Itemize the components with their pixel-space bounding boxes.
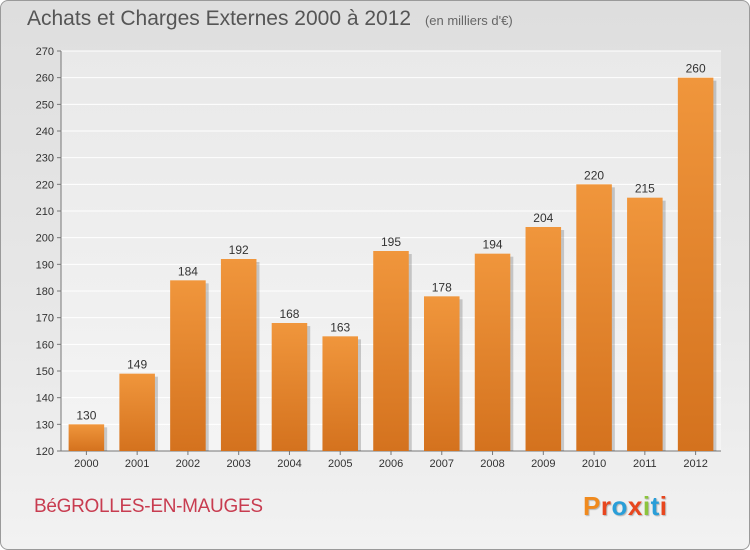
x-tick-label: 2001 — [125, 458, 149, 470]
chart-title: Achats et Charges Externes 2000 à 2012 — [27, 7, 412, 30]
value-label: 178 — [432, 280, 452, 294]
value-label: 168 — [279, 307, 299, 321]
y-tick-label: 220 — [36, 179, 54, 191]
y-tick-label: 160 — [36, 339, 54, 351]
x-tick-label: 2005 — [328, 458, 352, 470]
logo-letter: x — [627, 491, 643, 521]
bar — [322, 336, 358, 451]
x-tick-label: 2008 — [480, 458, 504, 470]
bar — [576, 184, 612, 452]
x-tick-label: 2009 — [531, 458, 555, 470]
y-tick-label: 270 — [36, 46, 54, 58]
logo-letter: o — [611, 491, 628, 521]
bar — [474, 253, 511, 451]
y-tick-label: 200 — [36, 233, 54, 245]
bar — [677, 77, 714, 452]
bar — [271, 323, 308, 451]
y-tick-label: 180 — [36, 286, 54, 298]
x-tick-label: 2011 — [633, 458, 657, 470]
value-label: 130 — [76, 408, 96, 422]
x-tick-label: 2004 — [277, 458, 301, 470]
y-tick-label: 250 — [36, 99, 54, 111]
value-label: 163 — [330, 320, 350, 334]
y-tick-label: 130 — [36, 419, 54, 431]
value-label: 192 — [229, 243, 249, 257]
x-tick-label: 2003 — [226, 458, 250, 470]
y-tick-label: 210 — [36, 206, 54, 218]
value-label: 195 — [381, 235, 401, 249]
logo-letter: t — [650, 491, 660, 521]
value-label: 215 — [635, 182, 655, 196]
value-label: 260 — [686, 62, 706, 76]
logo-letter: i — [659, 491, 668, 521]
y-tick-label: 120 — [36, 446, 54, 458]
bar — [170, 280, 206, 451]
bar — [220, 259, 257, 451]
value-label: 194 — [483, 238, 503, 252]
x-tick-label: 2010 — [582, 458, 606, 470]
value-label: 204 — [533, 211, 553, 225]
x-tick-label: 2012 — [683, 458, 707, 470]
bar — [627, 197, 663, 451]
y-tick-label: 170 — [36, 313, 54, 325]
y-tick-label: 150 — [36, 366, 54, 378]
bar — [424, 296, 460, 451]
chart-subtitle: (en milliers d'€) — [424, 13, 513, 28]
bar — [525, 227, 562, 451]
x-tick-label: 2007 — [430, 458, 454, 470]
logo-letter: r — [600, 491, 612, 521]
value-label: 184 — [178, 264, 198, 278]
y-tick-label: 260 — [36, 73, 54, 85]
proxiti-logo: Proxiti — [583, 491, 667, 522]
x-tick-label: 2002 — [176, 458, 200, 470]
bar — [373, 251, 409, 451]
y-tick-label: 240 — [36, 126, 54, 138]
x-tick-label: 2000 — [74, 458, 98, 470]
logo-letter: P — [583, 491, 601, 521]
bar — [119, 373, 155, 451]
y-tick-label: 140 — [36, 393, 54, 405]
chart-title-block: Achats et Charges Externes 2000 à 2012 (… — [27, 7, 513, 31]
x-tick-label: 2006 — [379, 458, 403, 470]
value-label: 220 — [584, 168, 604, 182]
commune-name: BéGROLLES-EN-MAUGES — [34, 496, 263, 517]
y-tick-label: 190 — [36, 259, 54, 271]
logo-letter: i — [642, 491, 651, 521]
bar — [68, 424, 105, 451]
value-label: 149 — [127, 358, 147, 372]
y-tick-label: 230 — [36, 153, 54, 165]
